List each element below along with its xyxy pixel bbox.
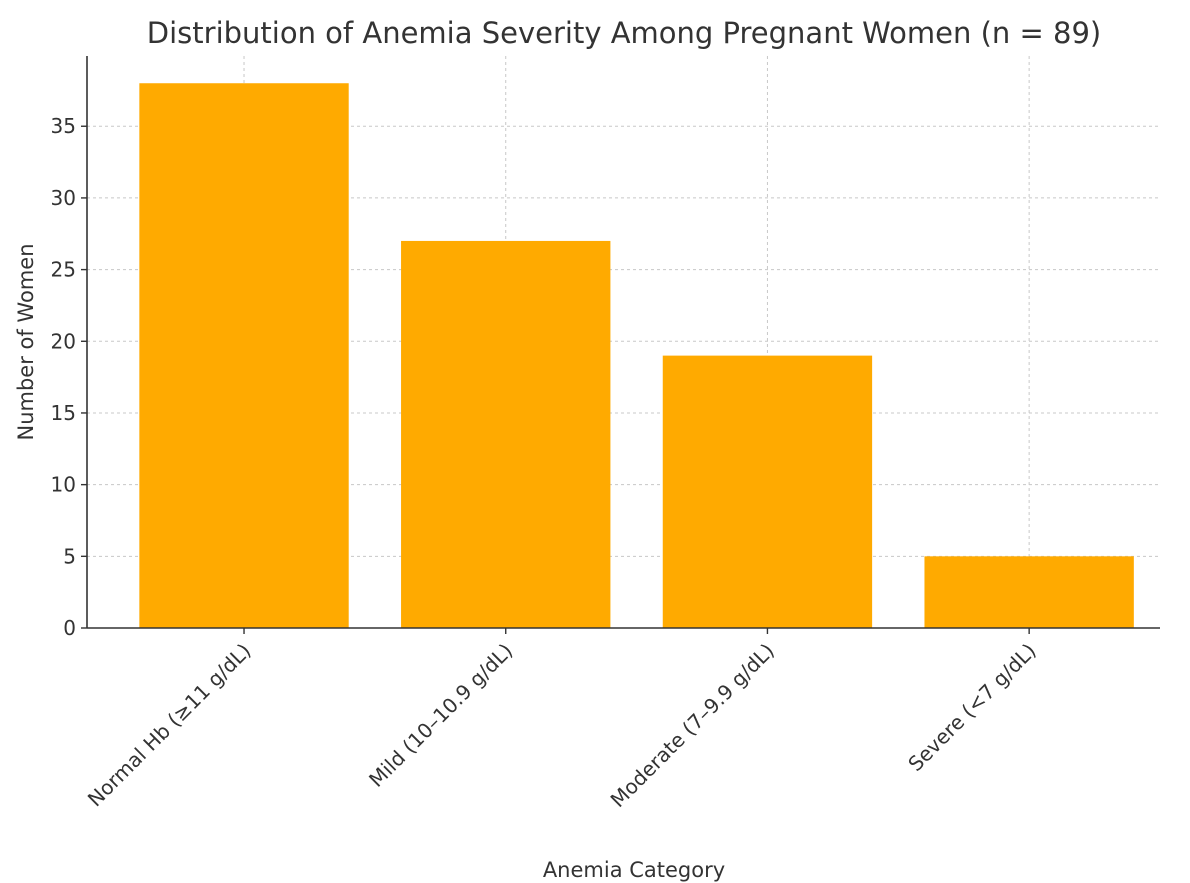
bar: [924, 556, 1134, 628]
x-tick-label: Normal Hb (≥11 g/dL): [83, 639, 256, 812]
y-ticks: 0 5 10 15 20 25 30 35: [51, 114, 87, 640]
y-tick-label: 35: [51, 114, 76, 138]
bar: [139, 83, 349, 628]
x-ticks: Normal Hb (≥11 g/dL) Mild (10–10.9 g/dL) M…: [83, 628, 1041, 812]
axes-layer: [86, 56, 1160, 629]
y-tick-label: 0: [63, 616, 76, 640]
y-tick-label: 30: [51, 186, 76, 210]
y-tick-label: 10: [51, 473, 76, 497]
y-tick-label: 25: [51, 258, 76, 282]
x-axis-label: Anemia Category: [543, 858, 725, 882]
y-tick-label: 20: [51, 329, 76, 353]
x-tick-label: Mild (10–10.9 g/dL): [364, 639, 517, 792]
x-tick-label: Severe (<7 g/dL): [903, 639, 1040, 776]
x-tick-label: Moderate (7–9.9 g/dL): [606, 639, 779, 812]
bar: [662, 355, 873, 628]
bar: [401, 240, 611, 629]
y-axis-label: Number of Women: [14, 243, 38, 440]
y-tick-label: 15: [51, 401, 76, 425]
chart-title: Distribution of Anemia Severity Among Pr…: [147, 16, 1101, 50]
y-tick-label: 5: [63, 544, 76, 568]
bars-layer: [139, 83, 1134, 629]
